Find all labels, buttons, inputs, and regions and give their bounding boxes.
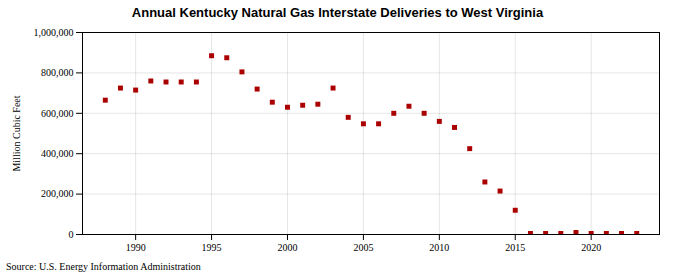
svg-text:800,000: 800,000 [41,67,74,78]
svg-text:2000: 2000 [277,242,297,253]
svg-text:1995: 1995 [202,242,222,253]
svg-text:Million Cubic Feet: Million Cubic Feet [11,95,22,171]
html-text:Annual Kentucky Natural Gas In: Annual Kentucky Natural Gas Interstate D… [131,5,544,20]
svg-text:600,000: 600,000 [41,108,74,119]
svg-text:200,000: 200,000 [41,188,74,199]
svg-text:2010: 2010 [429,242,449,253]
svg-text:0: 0 [69,229,74,240]
svg-text:2005: 2005 [353,242,373,253]
html-text:Source: U.S. Energy Informatio: Source: U.S. Energy Information Administ… [6,261,201,272]
svg-text:400,000: 400,000 [41,148,74,159]
svg-text:2020: 2020 [581,242,601,253]
svg-text:1990: 1990 [126,242,146,253]
svg-text:2015: 2015 [505,242,525,253]
svg-text:1,000,000: 1,000,000 [34,27,74,38]
